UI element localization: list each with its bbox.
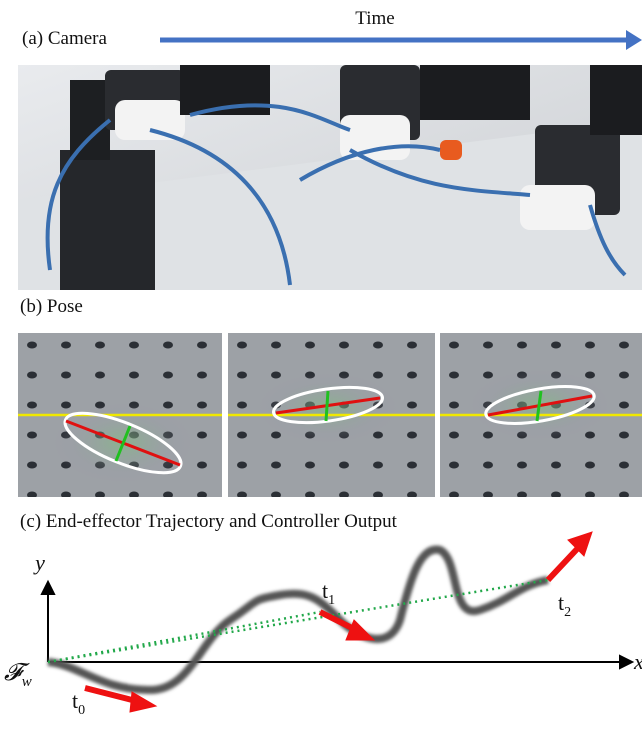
text-part: w (22, 674, 32, 690)
axes (42, 582, 632, 668)
figure: (a) Camera Time (b) Pose (c) End-effecto… (0, 0, 642, 733)
arrow-label: Time (355, 8, 394, 29)
camera-photo (18, 65, 642, 290)
page-body: {"panels":{"a":{"label":"(a) Camera","ar… (0, 0, 642, 733)
x-axis-label: x (633, 649, 642, 674)
pose-image (228, 333, 435, 497)
pose-image (18, 333, 222, 497)
frame-label: 𝓕w (4, 660, 32, 690)
text-part: 2 (564, 605, 571, 620)
point-label: t0 (72, 688, 85, 718)
pose-image (440, 333, 642, 497)
page: body{margin:0;width:642px;height:733px;o… (0, 0, 642, 733)
text-part: 0 (78, 703, 85, 718)
text-part: 1 (328, 593, 335, 608)
panel-label: (a) Camera (22, 28, 107, 49)
panel-label: (c) End-effector Trajectory and Controll… (20, 511, 398, 532)
point-label: t2 (558, 590, 571, 620)
time-arrowhead (626, 30, 642, 50)
panel-label: (b) Pose (20, 296, 83, 317)
y-axis-label: y (33, 550, 45, 575)
